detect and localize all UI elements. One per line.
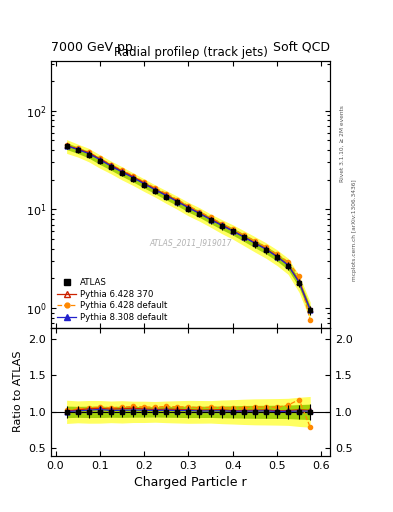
Text: Rivet 3.1.10, ≥ 2M events: Rivet 3.1.10, ≥ 2M events xyxy=(340,105,345,182)
Text: mcplots.cern.ch [arXiv:1306.3436]: mcplots.cern.ch [arXiv:1306.3436] xyxy=(352,180,357,281)
Text: Soft QCD: Soft QCD xyxy=(273,41,330,54)
Text: 7000 GeV pp: 7000 GeV pp xyxy=(51,41,133,54)
Legend: ATLAS, Pythia 6.428 370, Pythia 6.428 default, Pythia 8.308 default: ATLAS, Pythia 6.428 370, Pythia 6.428 de… xyxy=(55,276,169,324)
Text: ATLAS_2011_I919017: ATLAS_2011_I919017 xyxy=(149,238,232,247)
Title: Radial profileρ (track jets): Radial profileρ (track jets) xyxy=(114,46,268,59)
Y-axis label: Ratio to ATLAS: Ratio to ATLAS xyxy=(13,351,23,433)
X-axis label: Charged Particle r: Charged Particle r xyxy=(134,476,247,489)
